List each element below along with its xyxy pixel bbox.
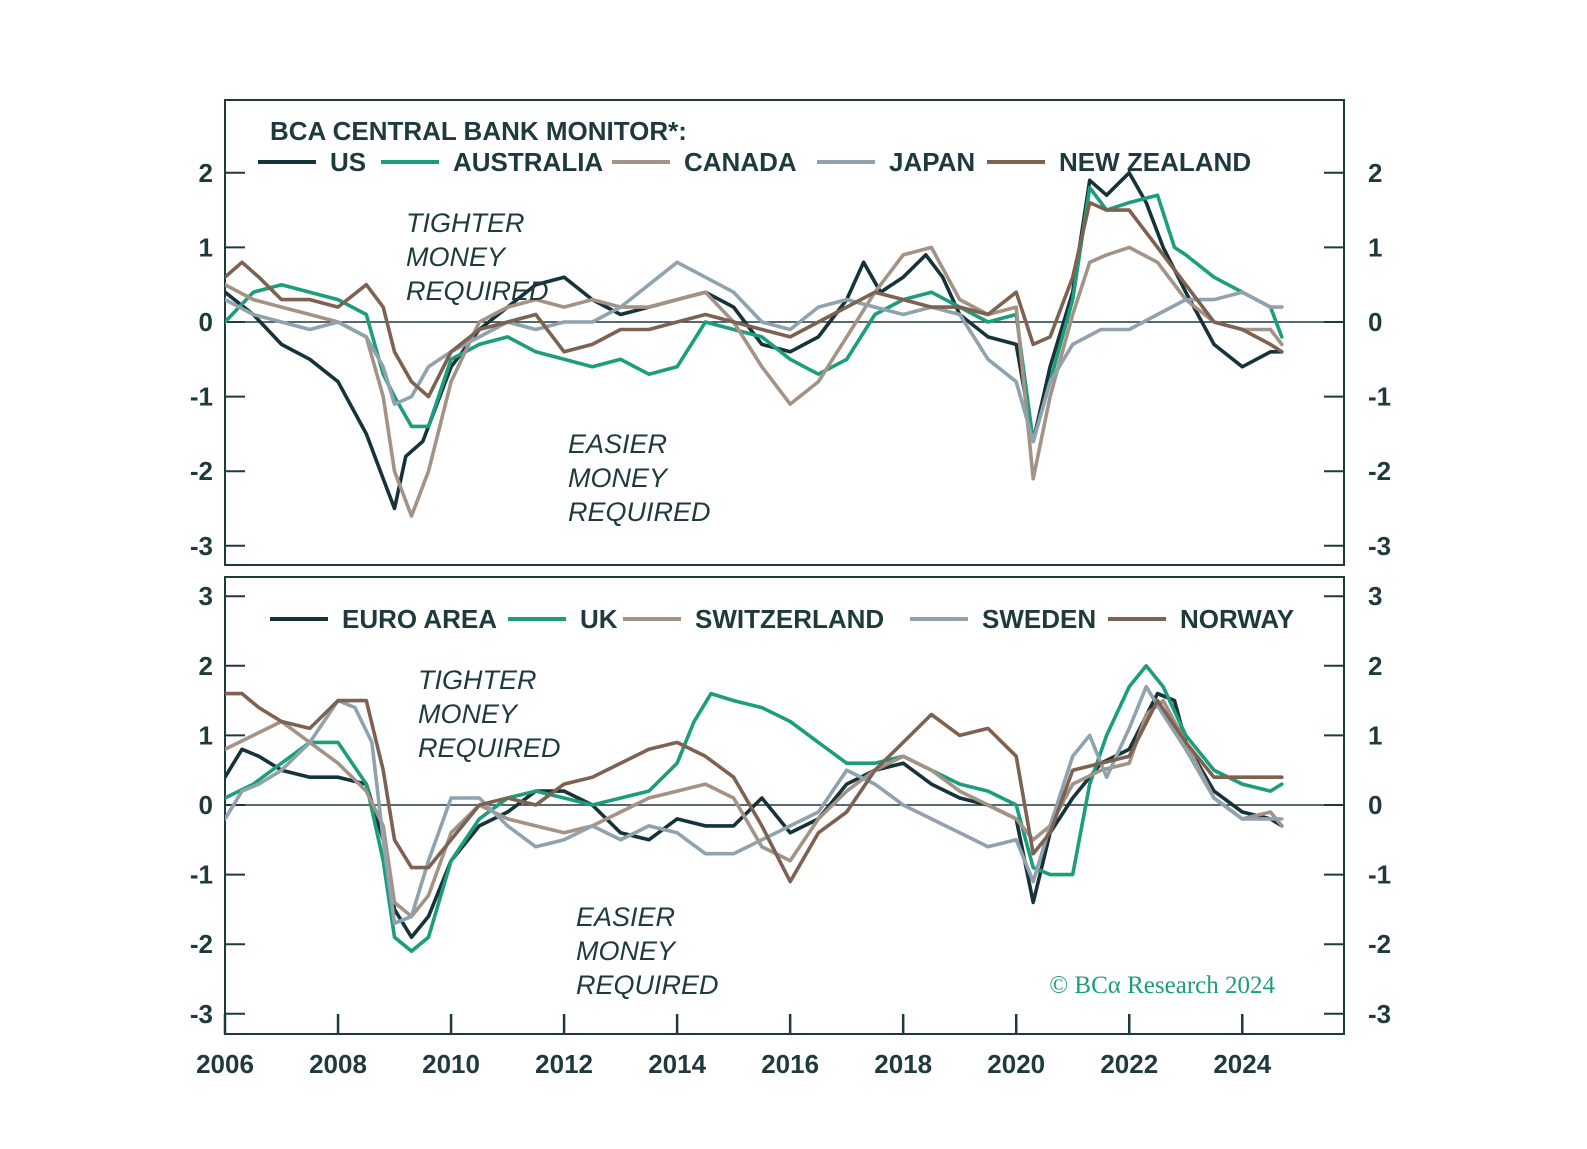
- y-tick-label-right: 0: [1368, 307, 1382, 337]
- y-tick-label-right: -2: [1368, 456, 1391, 486]
- x-tick-label: 2012: [535, 1049, 593, 1079]
- x-tick-label: 2006: [196, 1049, 254, 1079]
- y-tick-label-left: 2: [199, 651, 213, 681]
- legend-label: SWEDEN: [982, 604, 1096, 634]
- x-tick-label: 2018: [874, 1049, 932, 1079]
- x-tick-label: 2010: [422, 1049, 480, 1079]
- annotation-easier: EASIER: [576, 902, 675, 932]
- y-tick-label-right: 0: [1368, 790, 1382, 820]
- y-tick-label-left: -2: [190, 929, 213, 959]
- y-tick-label-left: -1: [190, 860, 213, 890]
- legend-label: NORWAY: [1180, 604, 1294, 634]
- y-tick-label-left: 2: [199, 158, 213, 188]
- legend-label: AUSTRALIA: [453, 147, 603, 177]
- y-tick-label-right: -1: [1368, 382, 1391, 412]
- y-tick-label-right: 1: [1368, 720, 1382, 750]
- y-tick-label-left: 3: [199, 581, 213, 611]
- series-line-japan: [225, 260, 1284, 444]
- y-tick-label-left: 0: [199, 790, 213, 820]
- x-tick-label: 2020: [987, 1049, 1045, 1079]
- series-line-canada: [225, 245, 1284, 518]
- y-tick-label-left: 1: [199, 232, 213, 262]
- legend-label: UK: [580, 604, 618, 634]
- y-tick-label-left: -3: [190, 531, 213, 561]
- x-tick-label: 2008: [309, 1049, 367, 1079]
- series-line-uk: [225, 663, 1284, 954]
- annotation-tighter: MONEY: [418, 699, 519, 729]
- y-tick-label-right: 1: [1368, 232, 1382, 262]
- panel-1: 2 2 1 1 0 0 -1 -1 -2 -2 -3 -3 US AUSTRALIA CANADA JAPAN…: [190, 99, 1391, 566]
- y-tick-label-right: 3: [1368, 581, 1382, 611]
- annotation-easier: MONEY: [576, 936, 677, 966]
- y-tick-label-left: -2: [190, 456, 213, 486]
- y-tick-label-left: 0: [199, 307, 213, 337]
- series-line-switzerland: [225, 698, 1284, 919]
- x-tick-label: 2022: [1100, 1049, 1158, 1079]
- legend-label: JAPAN: [889, 147, 975, 177]
- legend-label: SWITZERLAND: [695, 604, 884, 634]
- y-tick-label-right: -2: [1368, 929, 1391, 959]
- legend-label: NEW ZEALAND: [1059, 147, 1251, 177]
- annotation-easier: EASIER: [568, 429, 667, 459]
- x-tick-label: 2014: [648, 1049, 706, 1079]
- x-tick-label: 2016: [761, 1049, 819, 1079]
- y-tick-label-right: 2: [1368, 158, 1382, 188]
- legend-label: CANADA: [684, 147, 797, 177]
- legend-label: EURO AREA: [342, 604, 497, 634]
- y-tick-label-left: -3: [190, 999, 213, 1029]
- x-tick-label: 2024: [1213, 1049, 1271, 1079]
- panel-2: 3 3 2 2 1 1 0 0 -1 -1 -2 -2 -3 -3 EURO AREA UK SWITZERLA…: [190, 576, 1391, 1079]
- annotation-easier: REQUIRED: [568, 497, 711, 527]
- annotation-easier: REQUIRED: [576, 970, 719, 1000]
- chart-title: BCA CENTRAL BANK MONITOR*:: [270, 116, 687, 146]
- series-line-new-zealand: [225, 200, 1284, 399]
- copyright-text: © BCα Research 2024: [1049, 972, 1275, 999]
- annotation-easier: MONEY: [568, 463, 669, 493]
- annotation-tighter: TIGHTER: [406, 208, 525, 238]
- y-tick-label-left: -1: [190, 382, 213, 412]
- annotation-tighter: MONEY: [406, 242, 507, 272]
- legend-label: US: [330, 147, 366, 177]
- y-tick-label-right: -3: [1368, 999, 1391, 1029]
- annotation-tighter: REQUIRED: [418, 733, 561, 763]
- y-tick-label-right: -1: [1368, 860, 1391, 890]
- series-line-sweden: [225, 684, 1284, 926]
- annotation-tighter: REQUIRED: [406, 276, 549, 306]
- y-tick-label-right: -3: [1368, 531, 1391, 561]
- panel-frame: [224, 99, 1345, 566]
- series-line-norway: [225, 691, 1284, 884]
- annotation-tighter: TIGHTER: [418, 665, 537, 695]
- y-tick-label-left: 1: [199, 720, 213, 750]
- y-tick-label-right: 2: [1368, 651, 1382, 681]
